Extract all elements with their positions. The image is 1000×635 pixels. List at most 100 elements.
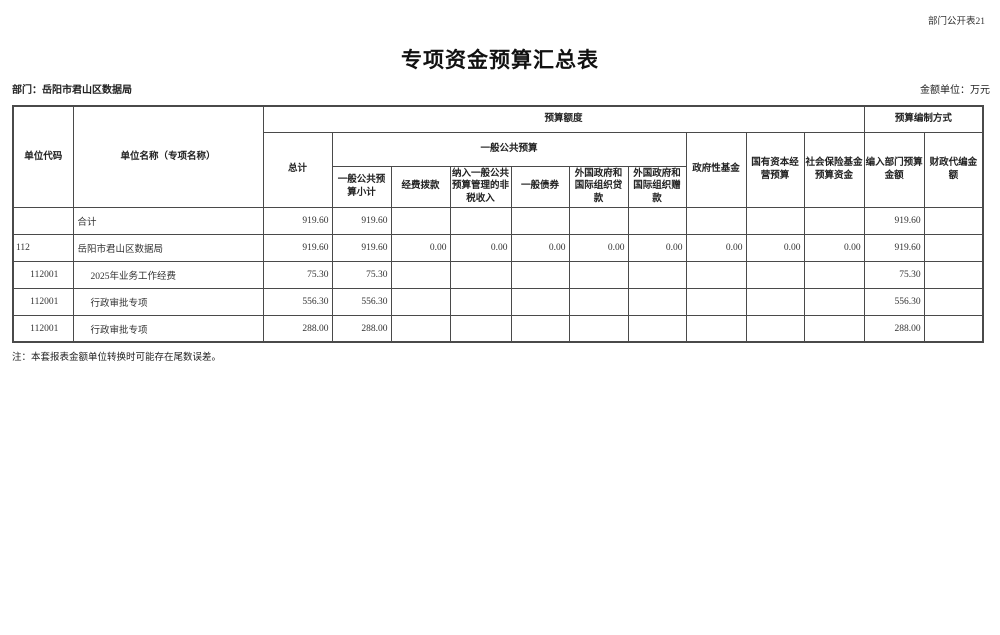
cell-nontax-income xyxy=(449,287,512,316)
cell-foreign-grants: 0.00 xyxy=(627,233,687,262)
cell-state-capital: 0.00 xyxy=(745,233,805,262)
cell-general-bonds xyxy=(510,287,570,316)
form-number-label: 部门公开表21 xyxy=(927,17,985,27)
department-label: 部门：岳阳市君山区数据局 xyxy=(12,85,132,96)
cell-social-insurance xyxy=(803,314,865,343)
col-header-unit-name: 单位名称（专项名称） xyxy=(72,105,264,208)
cell-unit-name: 行政审批专项 xyxy=(72,287,264,316)
cell-gov-fund: 0.00 xyxy=(685,233,747,262)
cell-total: 919.60 xyxy=(262,233,333,262)
cell-general-bonds xyxy=(510,260,570,289)
table-row-total: 合计 919.60 919.60 919.60 xyxy=(12,206,984,235)
cell-unit-name: 2025年业务工作经费 xyxy=(72,260,264,289)
cell-gpb-subtotal: 919.60 xyxy=(331,233,392,262)
cell-unit-code: 112001 xyxy=(12,260,74,289)
footnote: 注：本套报表金额单位转换时可能存在尾数误差。 xyxy=(12,353,222,363)
cell-dept-budget: 288.00 xyxy=(863,314,925,343)
cell-gpb-subtotal: 75.30 xyxy=(331,260,392,289)
cell-nontax-income xyxy=(449,206,512,235)
cell-fiscal-agency xyxy=(923,206,984,235)
cell-gov-fund xyxy=(685,314,747,343)
col-header-budget-method: 预算编制方式 xyxy=(863,105,984,133)
cell-foreign-loans xyxy=(568,260,629,289)
cell-foreign-grants xyxy=(627,206,687,235)
cell-nontax-income xyxy=(449,260,512,289)
col-header-dept-budget: 编入部门预算金额 xyxy=(863,131,925,208)
cell-gov-fund xyxy=(685,287,747,316)
cell-total: 556.30 xyxy=(262,287,333,316)
cell-foreign-grants xyxy=(627,287,687,316)
cell-fund-appropriation xyxy=(390,260,451,289)
cell-total: 919.60 xyxy=(262,206,333,235)
col-header-gov-fund: 政府性基金 xyxy=(685,131,747,208)
cell-unit-code xyxy=(12,206,74,235)
cell-general-bonds xyxy=(510,206,570,235)
header-row-3: 一般公共预算小计 经费拨款 纳入一般公共预算管理的非税收入 一般债券 外国政府和… xyxy=(13,165,983,208)
cell-unit-code: 112 xyxy=(12,233,74,262)
cell-fiscal-agency xyxy=(923,314,984,343)
col-header-general-public-budget: 一般公共预算 xyxy=(331,131,687,167)
table-row-project: 112001 行政审批专项 556.30 556.30 556.30 xyxy=(12,287,984,316)
page-title: 专项资金预算汇总表 xyxy=(401,48,599,72)
cell-gov-fund xyxy=(685,206,747,235)
cell-state-capital xyxy=(745,287,805,316)
cell-fund-appropriation xyxy=(390,206,451,235)
cell-dept-budget: 75.30 xyxy=(863,260,925,289)
col-header-gpb-subtotal: 一般公共预算小计 xyxy=(331,165,392,208)
table-row-project: 112001 行政审批专项 288.00 288.00 288.00 xyxy=(12,314,984,343)
col-header-total: 总计 xyxy=(262,131,333,208)
cell-social-insurance xyxy=(803,287,865,316)
budget-summary-table: 单位代码 单位名称（专项名称） 预算额度 预算编制方式 总计 一般公共预算 政府… xyxy=(12,105,985,344)
cell-social-insurance xyxy=(803,206,865,235)
cell-state-capital xyxy=(745,206,805,235)
col-header-budget-amount: 预算额度 xyxy=(262,105,865,133)
cell-gpb-subtotal: 556.30 xyxy=(331,287,392,316)
cell-foreign-grants xyxy=(627,260,687,289)
cell-dept-budget: 919.60 xyxy=(863,206,925,235)
cell-total: 288.00 xyxy=(262,314,333,343)
col-header-fiscal-agency: 财政代编金额 xyxy=(923,131,984,208)
col-header-fund-appropriation: 经费拨款 xyxy=(390,165,451,208)
cell-fund-appropriation xyxy=(390,287,451,316)
cell-fund-appropriation xyxy=(390,314,451,343)
cell-foreign-loans xyxy=(568,206,629,235)
col-header-foreign-loans: 外国政府和国际组织贷款 xyxy=(568,165,629,208)
cell-social-insurance: 0.00 xyxy=(803,233,865,262)
cell-fiscal-agency xyxy=(923,287,984,316)
cell-general-bonds: 0.00 xyxy=(510,233,570,262)
amount-unit-label: 金额单位：万元 xyxy=(920,85,990,96)
header-row-2: 总计 一般公共预算 政府性基金 国有资本经营预算 社会保险基金预算资金 编入部门… xyxy=(13,131,984,208)
col-header-foreign-grants: 外国政府和国际组织赠款 xyxy=(627,165,687,208)
col-header-state-capital: 国有资本经营预算 xyxy=(745,131,805,208)
cell-state-capital xyxy=(745,314,805,343)
cell-general-bonds xyxy=(510,314,570,343)
cell-foreign-loans xyxy=(568,314,629,343)
col-header-general-bonds: 一般债券 xyxy=(510,165,570,208)
cell-gpb-subtotal: 919.60 xyxy=(331,206,392,235)
cell-unit-name: 合计 xyxy=(72,206,264,235)
cell-gov-fund xyxy=(685,260,747,289)
col-header-nontax-income: 纳入一般公共预算管理的非税收入 xyxy=(449,165,512,208)
cell-social-insurance xyxy=(803,260,865,289)
table-row-bureau: 112 岳阳市君山区数据局 919.60 919.60 0.00 0.00 0.… xyxy=(12,233,984,262)
cell-fund-appropriation: 0.00 xyxy=(390,233,451,262)
cell-dept-budget: 556.30 xyxy=(863,287,925,316)
cell-foreign-loans: 0.00 xyxy=(568,233,629,262)
cell-fiscal-agency xyxy=(923,260,984,289)
cell-fiscal-agency xyxy=(923,233,984,262)
col-header-unit-code: 单位代码 xyxy=(12,105,74,208)
table-row-project: 112001 2025年业务工作经费 75.30 75.30 75.30 xyxy=(12,260,984,289)
cell-state-capital xyxy=(745,260,805,289)
cell-unit-code: 112001 xyxy=(12,314,74,343)
cell-unit-name: 岳阳市君山区数据局 xyxy=(72,233,264,262)
cell-unit-name: 行政审批专项 xyxy=(72,314,264,343)
cell-foreign-loans xyxy=(568,287,629,316)
cell-foreign-grants xyxy=(627,314,687,343)
col-header-social-insurance: 社会保险基金预算资金 xyxy=(803,131,865,208)
cell-unit-code: 112001 xyxy=(12,287,74,316)
cell-total: 75.30 xyxy=(262,260,333,289)
cell-dept-budget: 919.60 xyxy=(863,233,925,262)
cell-nontax-income: 0.00 xyxy=(449,233,512,262)
cell-gpb-subtotal: 288.00 xyxy=(331,314,392,343)
cell-nontax-income xyxy=(449,314,512,343)
